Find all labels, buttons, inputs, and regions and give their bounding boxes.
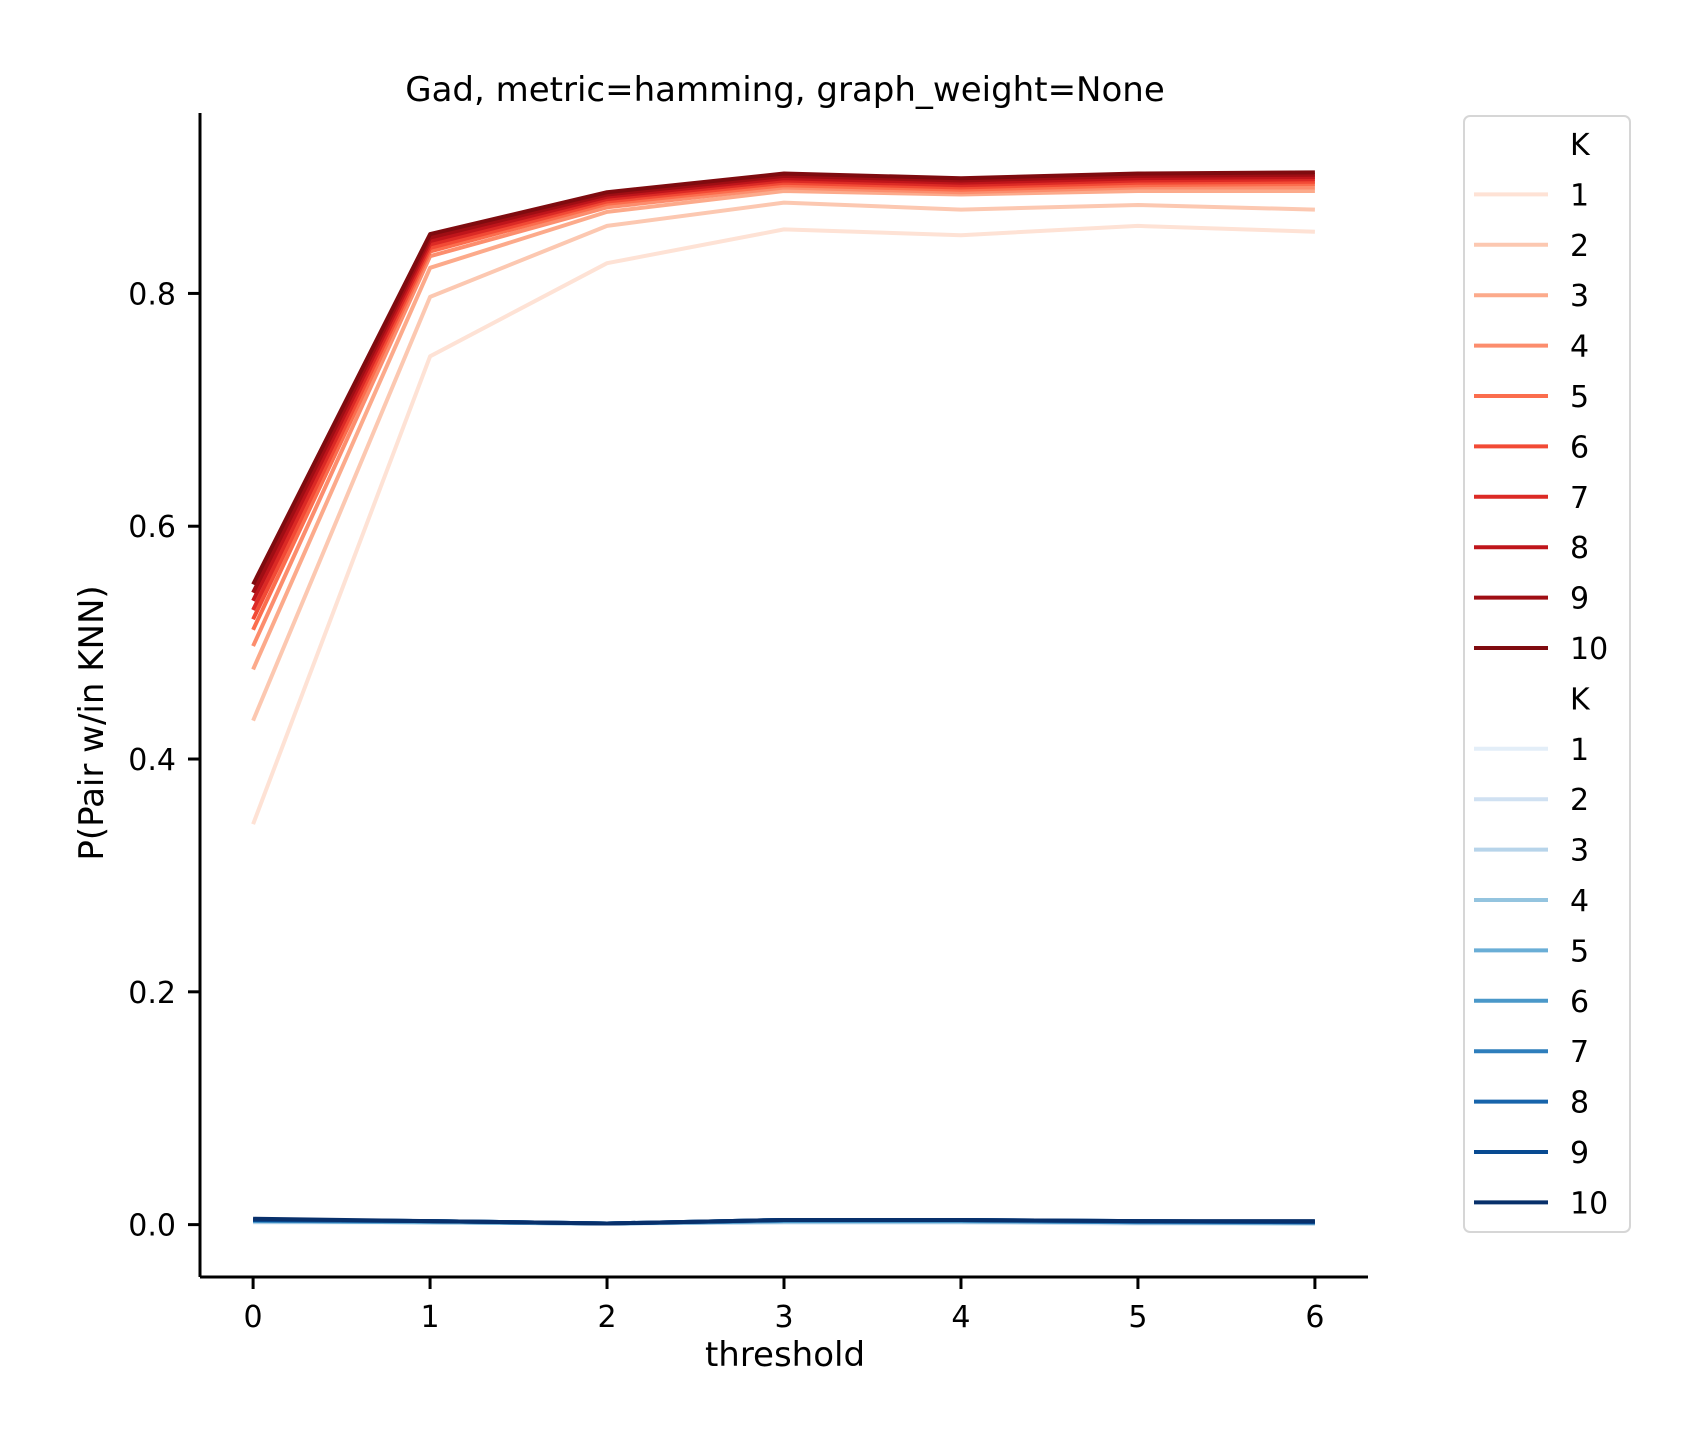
y-axis-label: P(Pair w/in KNN) — [72, 585, 112, 860]
legend-label: 5 — [1570, 380, 1589, 415]
x-tick-label: 1 — [421, 1300, 440, 1335]
series-line-red-k1 — [251, 223, 1315, 825]
series-line-red-k4 — [251, 185, 1315, 647]
series-line-red-k9 — [251, 172, 1315, 594]
series-line-red-k2 — [251, 200, 1315, 722]
chart-title: Gad, metric=hamming, graph_weight=None — [405, 70, 1165, 110]
legend-label: 8 — [1570, 531, 1589, 566]
series-line-blue-k10 — [253, 1216, 1315, 1226]
series-line-red-k8 — [251, 175, 1315, 602]
legend-label: 1 — [1570, 178, 1589, 213]
legend-label: 7 — [1570, 1035, 1589, 1070]
y-tick-label: 0.2 — [128, 976, 176, 1011]
legend-label: 5 — [1570, 934, 1589, 969]
legend-label: 4 — [1570, 884, 1589, 919]
legend-label: 2 — [1570, 783, 1589, 818]
legend-label: 8 — [1570, 1086, 1589, 1121]
legend-title: K — [1570, 128, 1591, 163]
legend: K 1 2 3 4 5 6 7 8 9 10 K 1 2 3 4 5 6 7 8 9 10 — [1463, 115, 1631, 1233]
legend-label: 4 — [1570, 330, 1589, 365]
legend-label: 6 — [1570, 985, 1589, 1020]
legend-label: 3 — [1570, 834, 1589, 869]
legend-label: 10 — [1570, 1186, 1608, 1221]
legend-title: K — [1570, 682, 1591, 717]
series-line-red-k7 — [251, 177, 1315, 611]
plot-lines — [251, 170, 1315, 1226]
x-tick-label: 2 — [597, 1300, 616, 1335]
y-tick-label: 0.6 — [128, 510, 176, 545]
y-tick-label: 0.0 — [128, 1209, 176, 1244]
y-tick-label: 0.8 — [128, 277, 176, 312]
x-tick-label: 6 — [1305, 1300, 1324, 1335]
series-line-red-k3 — [251, 189, 1315, 671]
legend-label: 9 — [1570, 582, 1589, 617]
legend-label: 6 — [1570, 430, 1589, 465]
x-tick-label: 5 — [1128, 1300, 1147, 1335]
legend-label: 9 — [1570, 1136, 1589, 1171]
legend-label: 7 — [1570, 481, 1589, 516]
x-tick-label: 0 — [244, 1300, 263, 1335]
legend-label: 2 — [1570, 229, 1589, 264]
x-axis-label: threshold — [705, 1335, 865, 1375]
legend-label: 1 — [1570, 733, 1589, 768]
legend-label: 10 — [1570, 632, 1608, 667]
x-tick-label: 4 — [951, 1300, 970, 1335]
series-line-red-k10 — [251, 170, 1315, 586]
legend-box — [1463, 115, 1631, 1233]
axes: 0 1 2 3 4 5 6 0.0 0.2 0.4 0.6 0.8 — [128, 113, 1368, 1335]
y-tick-label: 0.4 — [128, 743, 176, 778]
legend-label: 3 — [1570, 279, 1589, 314]
x-tick-label: 3 — [774, 1300, 793, 1335]
